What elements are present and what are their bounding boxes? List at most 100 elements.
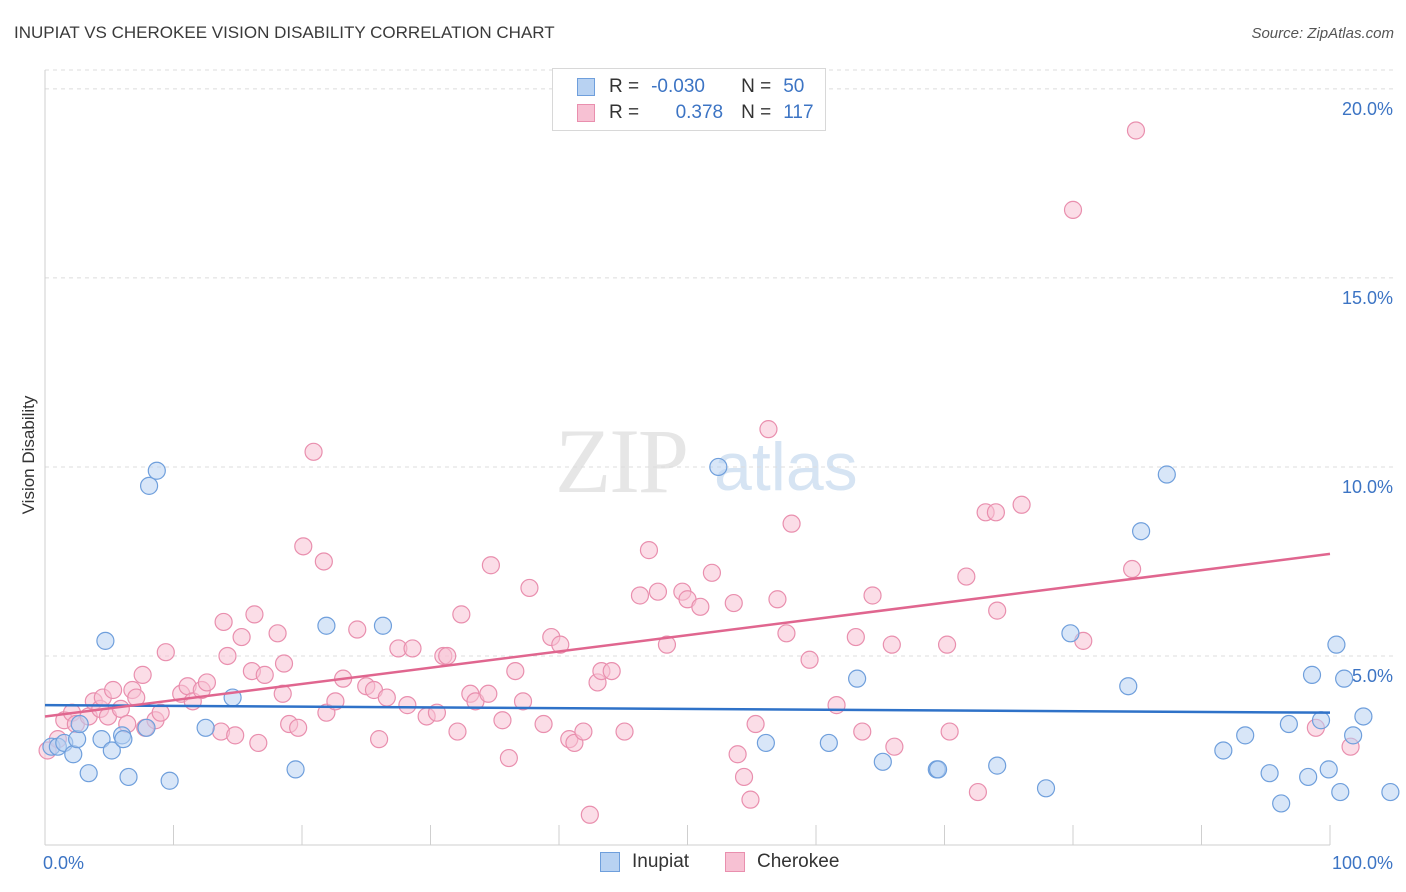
cherokee-point	[639, 541, 659, 560]
cherokee-point	[746, 714, 765, 734]
cherokee-point	[691, 597, 710, 616]
inupiat-point	[119, 767, 138, 787]
cherokee-point	[1012, 495, 1031, 514]
inupiat-point	[96, 631, 115, 650]
legend-n-value: 117	[783, 102, 814, 123]
x-tick-labels: 0.0% 100.0%	[43, 853, 1393, 873]
x-tick-label: 0.0%	[43, 853, 84, 873]
cherokee-point	[438, 646, 457, 666]
inupiat-point	[1157, 465, 1176, 484]
x-tick-label: 100.0%	[1332, 853, 1393, 873]
cherokee-point	[1126, 121, 1146, 140]
chart-title: INUPIAT VS CHEROKEE VISION DISABILITY CO…	[14, 23, 555, 42]
series-label-cherokee: Cherokee	[757, 851, 840, 872]
legend-r-label: R =	[609, 76, 640, 97]
watermark: ZIP atlas	[555, 410, 858, 512]
cherokee-point	[957, 567, 976, 586]
inupiat-point	[1335, 669, 1354, 688]
cherokee-point	[741, 790, 760, 809]
cherokee-point	[513, 692, 533, 711]
correlation-legend: R = -0.030 N = 50 R = 0.378 N = 117	[552, 68, 826, 131]
inupiat-point	[1036, 779, 1056, 798]
legend-r-value: 0.378	[675, 102, 724, 123]
cherokee-point	[214, 612, 233, 632]
cherokee-point	[728, 745, 747, 764]
inupiat-point	[756, 733, 775, 753]
inupiat-point	[160, 771, 179, 790]
inupiat-point	[1381, 782, 1400, 802]
legend-n-label: N =	[741, 102, 772, 123]
cherokee-point	[197, 673, 217, 692]
source-credit: Source: ZipAtlas.com	[1251, 25, 1394, 42]
inupiat-point	[68, 730, 87, 749]
cherokee-point	[986, 503, 1006, 522]
cherokee-point	[377, 688, 396, 707]
cherokee-point	[226, 726, 245, 745]
cherokee-point	[499, 748, 518, 768]
inupiat-point	[317, 616, 336, 635]
inupiat-point	[1260, 764, 1279, 783]
cherokee-point	[534, 714, 553, 734]
cherokee-point	[506, 661, 525, 681]
inupiat-point	[79, 764, 98, 783]
inupiat-point	[137, 718, 156, 737]
cherokee-point	[314, 552, 333, 571]
cherokee-point	[777, 624, 796, 643]
inupiat-point	[1236, 726, 1255, 745]
inupiat-point	[819, 733, 838, 753]
cherokee-point	[274, 654, 294, 673]
cherokee-point	[615, 722, 634, 741]
y-tick-label: 20.0%	[1342, 99, 1393, 119]
inupiat-trend-line	[44, 703, 1331, 714]
cherokee-point	[348, 620, 367, 639]
inupiat-point	[873, 752, 892, 771]
legend-swatch-inupiat	[577, 78, 595, 96]
cherokee-point	[156, 643, 175, 662]
cherokee-point	[759, 420, 778, 439]
cherokee-point	[885, 737, 904, 756]
inupiat-point	[988, 756, 1007, 775]
cherokee-point	[734, 767, 754, 787]
legend-row-inupiat: R = -0.030 N = 50	[577, 76, 804, 98]
cherokee-point	[940, 722, 959, 741]
cherokee-point	[882, 635, 901, 654]
inupiat-point	[70, 714, 89, 734]
cherokee-point	[863, 586, 882, 605]
inupiat-point	[1327, 635, 1346, 654]
cherokee-point	[580, 805, 599, 824]
inupiat-point	[102, 741, 121, 760]
cherokee-point	[551, 635, 570, 654]
inupiat-point	[1311, 711, 1331, 730]
cherokee-point	[289, 718, 308, 737]
cherokee-point	[846, 627, 865, 647]
cherokee-point	[104, 680, 123, 700]
series-swatch-cherokee	[725, 852, 745, 872]
cherokee-point	[657, 635, 677, 654]
cherokee-point	[232, 627, 251, 647]
cherokee-point	[111, 699, 130, 719]
cherokee-point	[853, 722, 872, 741]
cherokee-point	[630, 586, 650, 605]
inupiat-point	[64, 745, 83, 764]
cherokee-point	[1063, 200, 1083, 219]
inupiat-point	[147, 461, 166, 480]
cherokee-point	[245, 605, 264, 624]
inupiat-point	[709, 457, 728, 477]
inupiat-point	[848, 669, 867, 688]
trend-lines	[44, 552, 1331, 718]
cherokee-point	[448, 722, 467, 741]
series-legend-inupiat: Inupiat	[600, 851, 689, 873]
series-legend: Inupiat Cherokee	[0, 851, 1406, 879]
cherokee-point	[968, 782, 988, 802]
inupiat-point	[1214, 741, 1233, 760]
inupiat-point	[1344, 726, 1363, 745]
watermark-zip: ZIP	[555, 410, 687, 512]
cherokee-point	[702, 563, 722, 582]
legend-row-cherokee: R = 0.378 N = 117	[577, 102, 814, 124]
cherokee-point	[493, 711, 512, 730]
cherokee-point	[768, 590, 787, 609]
cherokee-point	[370, 730, 389, 749]
series-legend-cherokee: Cherokee	[725, 851, 839, 873]
cherokee-point	[782, 514, 801, 533]
